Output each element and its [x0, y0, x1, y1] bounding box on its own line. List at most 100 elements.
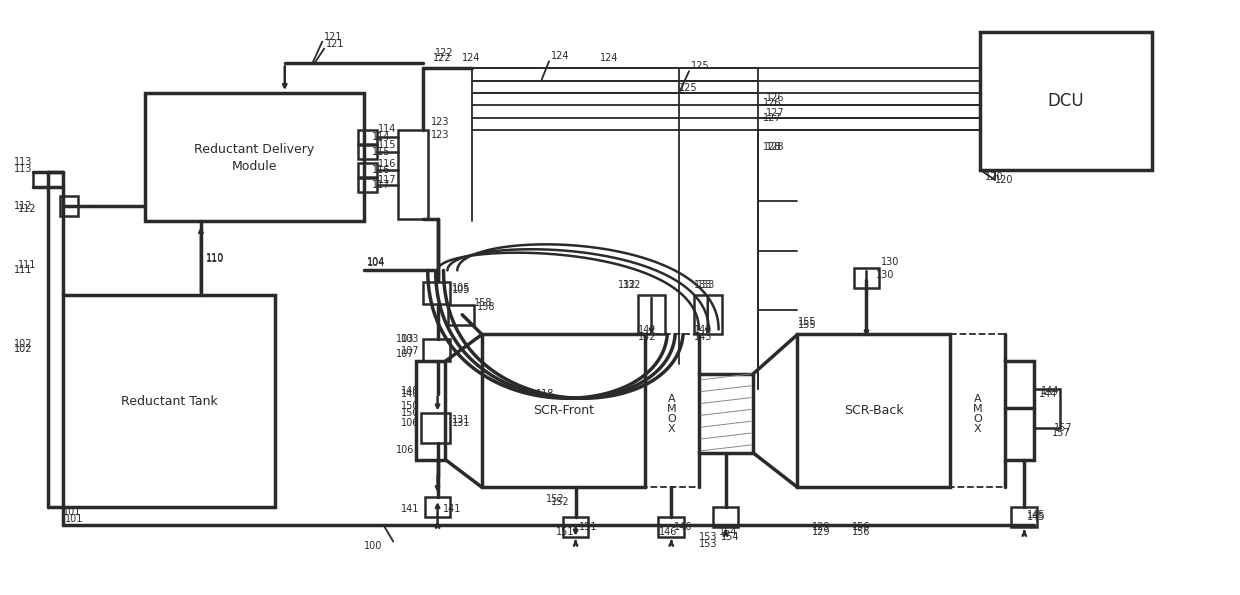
Bar [420, 414, 450, 443]
Text: 122: 122 [433, 54, 451, 64]
Text: 130: 130 [877, 270, 895, 280]
Text: 101: 101 [63, 507, 82, 517]
Text: SCR-Front: SCR-Front [533, 405, 594, 417]
Bar [145, 93, 363, 221]
Text: 144: 144 [1042, 386, 1059, 396]
Text: 125: 125 [680, 83, 698, 93]
Text: 104: 104 [367, 258, 384, 268]
Text: 156: 156 [852, 522, 870, 532]
Text: 130: 130 [882, 258, 900, 268]
Text: 157: 157 [1054, 423, 1073, 433]
Text: 105: 105 [453, 283, 471, 293]
Text: 114: 114 [378, 124, 397, 134]
Text: 127: 127 [763, 112, 781, 123]
Bar [357, 163, 377, 177]
Text: 107: 107 [401, 346, 419, 356]
Text: X: X [668, 424, 676, 434]
Bar [423, 282, 450, 304]
Text: 144: 144 [1039, 389, 1058, 399]
Bar [853, 268, 879, 288]
Text: 123: 123 [430, 130, 449, 140]
Text: 128: 128 [766, 142, 785, 152]
Bar [645, 334, 699, 487]
Text: 132: 132 [622, 280, 641, 290]
Bar [699, 374, 753, 453]
Text: 152: 152 [546, 494, 564, 504]
Text: 128: 128 [763, 142, 781, 152]
Text: 100: 100 [365, 541, 383, 552]
Text: 125: 125 [691, 61, 709, 71]
Bar [797, 334, 950, 487]
Text: O: O [973, 414, 982, 424]
Text: 111: 111 [14, 265, 32, 275]
Text: 102: 102 [14, 345, 32, 354]
Text: 116: 116 [378, 159, 397, 169]
Bar [694, 295, 722, 334]
Text: 110: 110 [206, 253, 224, 264]
Text: 133: 133 [694, 280, 712, 290]
Text: 145: 145 [1027, 512, 1045, 522]
Bar [950, 334, 1004, 487]
Bar [1004, 361, 1034, 460]
Text: O: O [667, 414, 676, 424]
Bar [713, 507, 738, 527]
Text: 113: 113 [14, 157, 32, 167]
Text: 102: 102 [14, 339, 32, 349]
Text: 143: 143 [694, 333, 712, 343]
Text: 152: 152 [551, 497, 569, 507]
Bar [357, 145, 377, 159]
Text: 105: 105 [453, 285, 471, 295]
Text: 145: 145 [1027, 510, 1045, 520]
Text: 126: 126 [766, 93, 785, 103]
Bar [423, 339, 450, 361]
Text: 133: 133 [697, 280, 715, 290]
Text: 115: 115 [372, 147, 391, 157]
Text: 112: 112 [17, 204, 36, 214]
Text: 124: 124 [463, 54, 481, 64]
Bar [482, 334, 645, 487]
Text: 156: 156 [852, 527, 870, 537]
Text: 106: 106 [396, 445, 414, 455]
Text: M: M [667, 404, 677, 414]
Text: 111: 111 [17, 261, 36, 271]
Text: 107: 107 [396, 349, 414, 359]
Text: 117: 117 [378, 175, 397, 184]
Text: 132: 132 [618, 280, 636, 290]
Text: 142: 142 [637, 333, 656, 343]
Text: 142: 142 [637, 324, 656, 334]
Text: 131: 131 [453, 418, 471, 428]
Bar [980, 32, 1152, 170]
Text: 157: 157 [1052, 428, 1070, 438]
Text: X: X [973, 424, 981, 434]
Bar [449, 305, 474, 325]
Text: 110: 110 [206, 252, 224, 262]
Text: 154: 154 [719, 527, 737, 537]
Text: 126: 126 [763, 98, 781, 108]
Text: 140: 140 [401, 389, 419, 399]
Text: 116: 116 [372, 165, 389, 175]
Text: 158: 158 [477, 302, 496, 312]
Text: 103: 103 [396, 334, 414, 345]
Text: 106: 106 [401, 418, 419, 428]
Bar [357, 130, 377, 144]
Text: 143: 143 [694, 324, 712, 334]
Text: A: A [973, 394, 981, 404]
Text: 123: 123 [430, 117, 449, 127]
Text: A: A [668, 394, 676, 404]
Bar [398, 130, 428, 219]
Text: 129: 129 [812, 522, 831, 532]
Text: 104: 104 [367, 258, 384, 268]
Bar [425, 497, 450, 517]
Text: 146: 146 [660, 527, 678, 537]
Text: 141: 141 [443, 504, 461, 514]
Text: 151: 151 [579, 522, 598, 532]
Text: 121: 121 [326, 39, 345, 49]
Bar [1034, 389, 1060, 428]
Text: Reductant Tank: Reductant Tank [120, 394, 217, 408]
Text: M: M [972, 404, 982, 414]
Bar [563, 517, 589, 537]
Text: 117: 117 [372, 180, 391, 190]
Bar [1012, 507, 1037, 527]
Text: 158: 158 [474, 298, 492, 308]
Bar [357, 178, 377, 192]
